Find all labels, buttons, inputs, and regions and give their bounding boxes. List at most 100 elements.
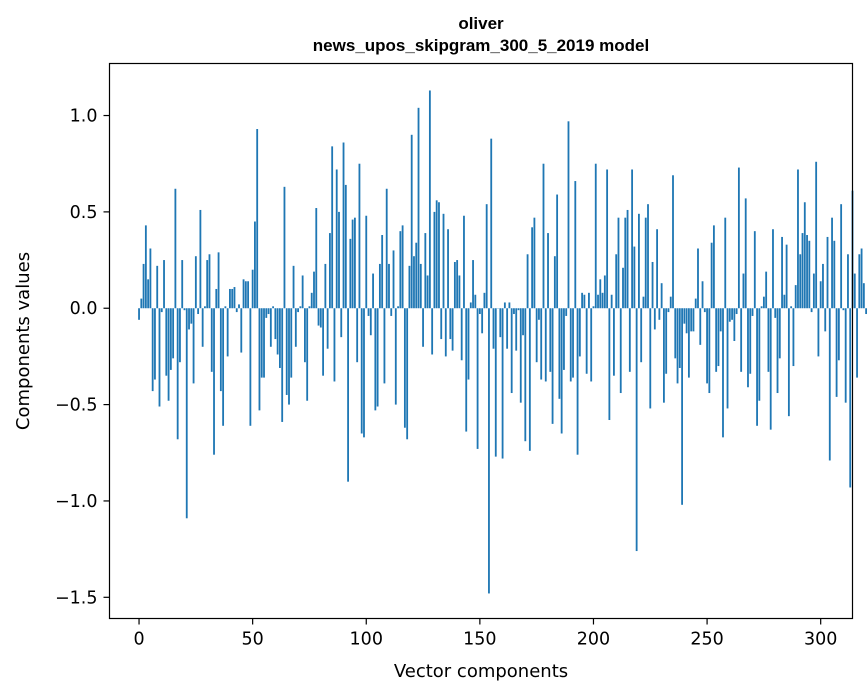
bar-289 [794,285,797,309]
bar-174 [533,217,536,309]
bar-241 [685,308,688,334]
bar-83 [326,308,329,349]
bar-166 [515,308,518,351]
x-tick-label: 300 [804,630,837,650]
bar-27 [199,209,202,309]
bar-167 [517,308,520,311]
bar-3 [144,225,147,309]
bar-107 [381,235,384,309]
bar-61 [276,308,279,355]
bar-292 [801,233,804,309]
bar-269 [749,308,752,374]
bar-148 [474,294,477,309]
x-tick-label: 100 [350,630,383,650]
y-tick-label: 1.0 [70,107,98,127]
bar-84 [328,233,331,309]
bar-169 [522,308,524,336]
bar-310 [842,308,845,311]
bar-275 [762,296,765,309]
bar-227 [653,308,656,330]
bar-221 [640,308,643,363]
bar-77 [313,271,315,309]
bar-40 [229,288,231,309]
bar-293 [803,202,806,309]
x-tick-label: 0 [133,630,144,650]
bar-259 [726,308,729,409]
bar-29 [204,306,206,309]
bar-185 [558,308,561,399]
bar-98 [360,308,363,434]
chart-subtitle: news_upos_skipgram_300_5_2019 model [313,36,649,55]
bar-270 [751,308,754,316]
bar-230 [660,283,663,309]
bar-295 [808,240,811,309]
bar-73 [304,308,306,363]
bar-220 [638,213,640,309]
bar-12 [165,308,168,376]
bar-254 [715,308,718,372]
bar-308 [837,308,840,361]
bar-70 [297,308,299,313]
bar-160 [501,308,504,459]
bar-37 [222,308,225,426]
bar-170 [524,308,527,442]
bar-240 [683,308,686,324]
bar-253 [712,225,715,309]
bar-8 [156,265,159,309]
bar-96 [356,308,359,363]
bar-214 [624,217,627,309]
bar-44 [238,304,240,309]
bar-264 [737,167,740,309]
bar-176 [538,308,540,320]
bar-10 [160,308,163,313]
bar-268 [747,308,749,388]
bar-125 [422,308,424,347]
x-tick-label: 250 [690,630,723,650]
bar-307 [835,308,838,397]
bar-200 [592,306,595,309]
bar-88 [338,211,340,309]
bar-109 [385,188,388,309]
bar-205 [603,275,606,309]
bar-67 [290,308,293,378]
bar-315 [853,273,856,309]
bar-142 [460,308,463,361]
bar-231 [663,308,665,403]
bar-63 [281,308,284,422]
bar-274 [760,306,763,309]
bar-58 [269,308,272,347]
bar-32 [210,308,213,372]
bar-108 [383,308,386,384]
bar-series [138,90,867,594]
bar-300 [819,281,822,309]
bar-86 [333,308,336,382]
bar-244 [692,308,695,332]
bar-224 [647,204,649,309]
bar-287 [790,306,793,309]
bar-101 [367,308,370,316]
bar-303 [826,236,829,309]
bar-118 [406,308,409,440]
bar-131 [435,200,438,309]
bar-28 [201,308,204,347]
bar-196 [583,294,586,309]
bar-179 [544,308,547,382]
bar-171 [526,254,529,309]
bar-147 [472,260,474,309]
bar-117 [403,308,406,428]
bar-197 [585,308,588,374]
bar-114 [397,306,399,309]
bar-113 [394,308,397,405]
bar-182 [551,308,554,424]
bar-104 [374,308,377,411]
bar-95 [353,217,356,309]
bar-157 [494,308,497,457]
bar-9 [158,308,161,407]
bar-57 [267,308,270,315]
bar-16 [174,188,177,309]
bar-6 [151,308,154,392]
bar-288 [792,308,795,367]
bar-252 [710,242,713,309]
bar-215 [626,209,629,309]
bar-257 [722,308,724,438]
